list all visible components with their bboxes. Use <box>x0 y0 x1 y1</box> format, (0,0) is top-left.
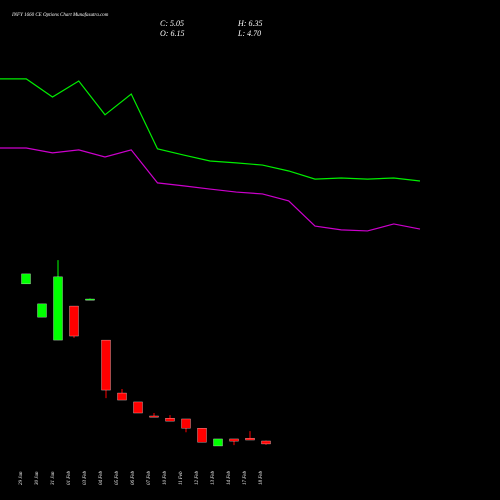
candle-body <box>21 273 31 285</box>
candle-body <box>37 303 47 318</box>
line-series <box>0 78 421 182</box>
candle-body <box>133 401 143 414</box>
x-tick-label: 03 Feb <box>83 470 88 485</box>
line-series <box>0 147 421 232</box>
info-high: H: 6.35 <box>237 19 262 28</box>
x-tick-label: 11 Feb <box>179 471 184 485</box>
x-tick-label: 07 Feb <box>147 470 152 485</box>
candle-body <box>213 438 223 447</box>
candle-body <box>261 440 271 445</box>
x-tick-label: 12 Feb <box>195 470 200 485</box>
candle-body <box>165 418 175 422</box>
candle-body <box>229 438 239 442</box>
candle-body <box>245 437 255 441</box>
candle-body <box>69 305 79 337</box>
x-tick-label: 31 Jan <box>51 471 56 485</box>
info-open: O: 6.15 <box>160 29 184 38</box>
x-tick-label: 18 Feb <box>259 470 264 485</box>
candle-body <box>85 298 95 301</box>
info-close: C: 5.05 <box>160 19 184 28</box>
x-tick-label: 17 Feb <box>243 470 248 485</box>
x-tick-label: 05 Feb <box>115 470 120 485</box>
x-tick-label: 29 Jan <box>19 471 24 485</box>
chart-title: INFY 1660 CE Options Chart Munafasutra.c… <box>11 13 109 18</box>
x-tick-label: 13 Feb <box>211 470 216 485</box>
candle-body <box>101 339 111 391</box>
x-tick-label: 30 Jan <box>35 471 40 485</box>
x-tick-label: 04 Feb <box>99 470 104 485</box>
candle-body <box>117 392 127 401</box>
x-tick-label: 10 Feb <box>163 470 168 485</box>
candle-body <box>181 418 191 429</box>
info-low: L: 4.70 <box>237 29 261 38</box>
x-tick-label: 14 Feb <box>227 470 232 485</box>
x-tick-label: 06 Feb <box>131 470 136 485</box>
x-tick-label: 01 Feb <box>67 470 72 485</box>
candle-body <box>149 415 159 418</box>
candle-body <box>53 276 63 341</box>
candle-body <box>197 427 207 443</box>
